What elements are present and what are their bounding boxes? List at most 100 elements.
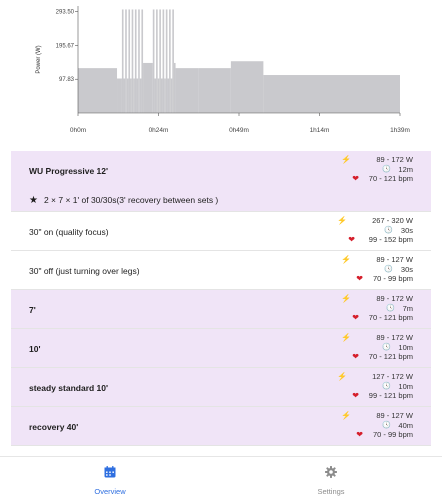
heart-rate-metric: ❤ 70 - 121 bpm	[352, 174, 413, 183]
duration-metric: 🕓 7m	[386, 303, 413, 313]
y-tick-label: 97.83	[59, 77, 75, 83]
step-row-steady-standard[interactable]: steady standard 10' ⚡ 127 - 172 W 🕓 10m …	[11, 368, 431, 407]
step-metrics: ⚡ 89 - 127 W 🕓 30s ❤ 70 - 99 bpm	[321, 255, 413, 284]
x-tick-label: 1h14m	[310, 127, 330, 134]
clock-icon: 🕓	[382, 421, 391, 429]
step-row-10min[interactable]: 10' ⚡ 89 - 172 W 🕓 10m ❤ 70 - 121 bpm	[11, 329, 431, 368]
power-segment	[133, 78, 135, 113]
bolt-icon: ⚡	[337, 372, 347, 381]
power-chart-svg: 293.50 195.67 97.83 0h0m 0h24m 0h49m 1h14m 1h39…	[36, 6, 410, 134]
step-metrics: ⚡ 127 - 172 W 🕓 10m ❤ 99 - 121 bpm	[321, 372, 413, 401]
star-icon: ★	[29, 195, 38, 206]
power-segment	[169, 9, 171, 113]
power-segment	[263, 75, 400, 113]
step-title: 10'	[29, 344, 41, 354]
step-metrics: ⚡ 89 - 172 W 🕓 10m ❤ 70 - 121 bpm	[321, 333, 413, 362]
bolt-icon: ⚡	[337, 216, 347, 225]
power-metric: ⚡ 89 - 127 W	[341, 255, 413, 264]
y-tick-label: 195.67	[56, 43, 75, 49]
heart-icon: ❤	[356, 430, 363, 439]
heart-icon: ❤	[352, 352, 359, 361]
bottom-tab-bar: Overview Settings	[0, 456, 442, 501]
step-row-wu-progressive[interactable]: WU Progressive 12' ⚡ 89 - 172 W 🕓 12m ❤ …	[11, 151, 431, 212]
power-segment	[156, 9, 158, 113]
heart-icon: ❤	[352, 313, 359, 322]
x-tick-label: 1h39m	[390, 127, 410, 134]
tab-overview[interactable]: Overview	[55, 457, 165, 501]
power-segment	[78, 68, 118, 113]
x-tick-label: 0h24m	[149, 127, 169, 134]
power-segment	[165, 9, 168, 113]
power-segment	[152, 9, 155, 113]
clock-icon: 🕓	[386, 304, 395, 312]
power-segment	[125, 9, 127, 113]
power-metric: ⚡ 127 - 172 W	[337, 372, 413, 381]
power-segment	[173, 62, 176, 113]
duration-metric: 🕓 30s	[384, 225, 413, 235]
heart-rate-metric: ❤ 70 - 99 bpm	[356, 274, 413, 283]
power-segment	[198, 68, 231, 113]
step-title: 30" off (just turning over legs)	[29, 266, 140, 276]
power-segment	[141, 9, 144, 113]
power-segment	[130, 78, 132, 113]
heart-rate-metric: ❤ 70 - 99 bpm	[356, 430, 413, 439]
step-title: steady standard 10'	[29, 383, 109, 393]
power-segment	[121, 9, 124, 113]
step-title: WU Progressive 12'	[29, 166, 109, 176]
bolt-icon: ⚡	[341, 411, 351, 420]
clock-icon: 🕓	[382, 382, 391, 390]
clock-icon: 🕓	[384, 265, 393, 273]
power-metric: ⚡ 89 - 172 W	[341, 155, 413, 164]
duration-metric: 🕓 10m	[382, 381, 413, 391]
workout-steps-list: WU Progressive 12' ⚡ 89 - 172 W 🕓 12m ❤ …	[11, 151, 431, 446]
power-segment	[172, 9, 174, 113]
power-segment	[154, 78, 157, 113]
power-metric: ⚡ 89 - 172 W	[341, 294, 413, 303]
tab-settings[interactable]: Settings	[276, 457, 386, 501]
clock-icon: 🕓	[384, 226, 393, 234]
power-metric: ⚡ 267 - 320 W	[337, 216, 413, 225]
y-tick-label: 293.50	[56, 10, 75, 16]
step-metrics: ⚡ 267 - 320 W 🕓 30s ❤ 99 - 152 bpm	[321, 216, 413, 245]
set-description: ★ 2 × 7 × 1' of 30/30s(3' recovery betwee…	[29, 195, 218, 206]
power-segment	[123, 78, 126, 113]
power-segment	[170, 78, 173, 113]
power-segment	[164, 78, 166, 113]
power-metric: ⚡ 89 - 127 W	[341, 411, 413, 420]
x-tick-label: 0h49m	[229, 127, 249, 134]
power-segment	[138, 9, 140, 113]
power-segment	[143, 62, 153, 113]
power-metric: ⚡ 89 - 172 W	[341, 333, 413, 342]
heart-icon: ❤	[352, 391, 359, 400]
bolt-icon: ⚡	[341, 255, 351, 264]
power-segment	[134, 9, 137, 113]
step-row-30s-off[interactable]: 30" off (just turning over legs) ⚡ 89 - …	[11, 251, 431, 290]
step-row-recovery[interactable]: recovery 40' ⚡ 89 - 127 W 🕓 40m ❤ 70 - 9…	[11, 407, 431, 446]
step-row-30s-on[interactable]: 30" on (quality focus) ⚡ 267 - 320 W 🕓 3…	[11, 212, 431, 251]
power-segment	[162, 9, 165, 113]
power-segment	[128, 9, 131, 113]
step-metrics: ⚡ 89 - 172 W 🕓 12m ❤ 70 - 121 bpm	[321, 155, 413, 184]
duration-metric: 🕓 30s	[384, 264, 413, 274]
gear-icon	[325, 466, 337, 478]
bolt-icon: ⚡	[341, 333, 351, 342]
power-segment	[117, 78, 122, 113]
duration-metric: 🕓 40m	[382, 420, 413, 430]
power-segment	[131, 9, 134, 113]
heart-rate-metric: ❤ 70 - 121 bpm	[352, 313, 413, 322]
heart-rate-metric: ❤ 99 - 121 bpm	[352, 391, 413, 400]
heart-icon: ❤	[352, 174, 359, 183]
step-title: 30" on (quality focus)	[29, 227, 109, 237]
bolt-icon: ⚡	[341, 155, 351, 164]
heart-icon: ❤	[348, 235, 355, 244]
step-metrics: ⚡ 89 - 127 W 🕓 40m ❤ 70 - 99 bpm	[321, 411, 413, 440]
heart-rate-metric: ❤ 70 - 121 bpm	[352, 352, 413, 361]
duration-metric: 🕓 12m	[382, 164, 413, 174]
power-segment	[139, 78, 142, 113]
step-row-7min[interactable]: 7' ⚡ 89 - 172 W 🕓 7m ❤ 70 - 121 bpm	[11, 290, 431, 329]
heart-icon: ❤	[356, 274, 363, 283]
power-segment	[167, 78, 170, 113]
heart-rate-metric: ❤ 99 - 152 bpm	[348, 235, 413, 244]
power-segment	[136, 78, 139, 113]
power-segment	[230, 61, 264, 113]
